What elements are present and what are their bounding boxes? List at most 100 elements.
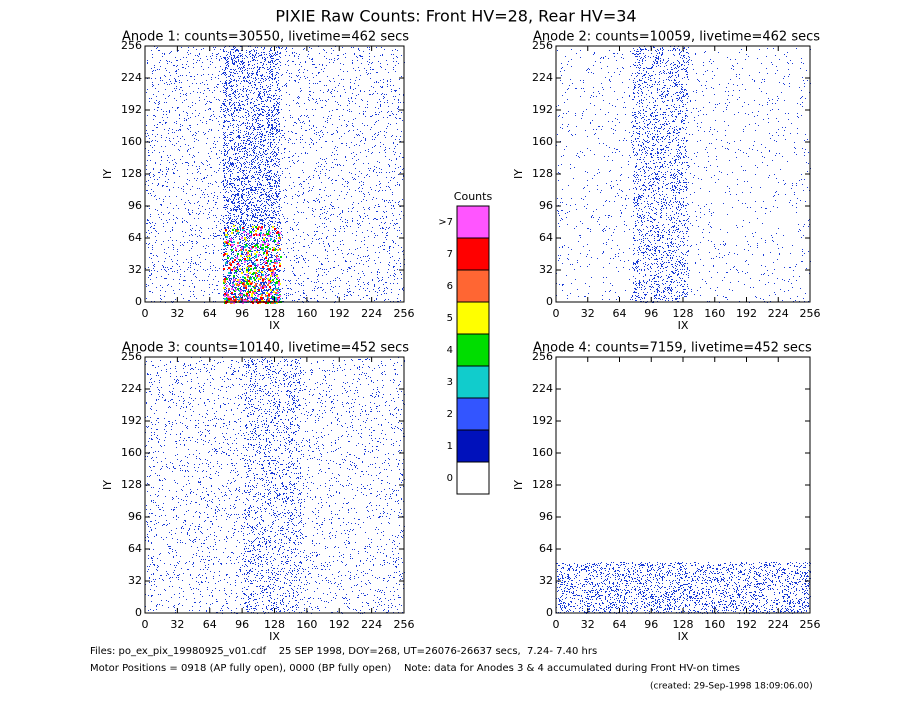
colorbar-label: 2	[447, 409, 453, 420]
x-axis-label: IX	[678, 319, 689, 332]
y-tick-label: 160	[121, 135, 142, 148]
x-tick-label: 192	[736, 618, 757, 631]
panel-title: Anode 4: counts=7159, livetime=452 secs	[533, 341, 812, 356]
colorbar-swatch	[456, 269, 490, 303]
x-tick-label: 192	[329, 307, 350, 320]
colorbar-label: 7	[447, 249, 453, 260]
footer-line: Files: po_ex_pix_19980925_v01.cdf 25 SEP…	[90, 646, 597, 657]
y-tick-label: 32	[539, 574, 553, 587]
y-tick-label: 224	[532, 71, 553, 84]
y-axis-label: IY	[512, 169, 525, 179]
y-tick-label: 128	[532, 167, 553, 180]
y-tick-label: 0	[546, 295, 553, 308]
y-tick-label: 192	[532, 103, 553, 116]
colorbar-label: 4	[447, 345, 453, 356]
x-tick-label: 96	[235, 307, 249, 320]
x-tick-label: 64	[203, 307, 217, 320]
colorbar-swatch	[456, 237, 490, 271]
y-tick-label: 32	[128, 574, 142, 587]
colorbar-label: 0	[447, 473, 453, 484]
y-tick-label: 192	[121, 414, 142, 427]
colorbar-swatch	[456, 365, 490, 399]
count-texture	[145, 46, 405, 303]
count-texture	[223, 226, 281, 304]
y-tick-label: 256	[532, 350, 553, 363]
y-tick-label: 64	[539, 542, 553, 555]
x-tick-label: 64	[203, 618, 217, 631]
colorbar-label: 3	[447, 377, 453, 388]
panel-title: Anode 3: counts=10140, livetime=452 secs	[122, 341, 409, 356]
x-tick-label: 0	[553, 307, 560, 320]
y-tick-label: 192	[121, 103, 142, 116]
x-tick-label: 64	[613, 307, 627, 320]
y-tick-label: 256	[121, 39, 142, 52]
count-texture	[145, 357, 405, 614]
x-tick-label: 160	[704, 618, 725, 631]
x-tick-label: 160	[296, 307, 317, 320]
colorbar-title: Counts	[454, 190, 493, 203]
y-tick-label: 32	[128, 263, 142, 276]
y-tick-label: 32	[539, 263, 553, 276]
y-tick-label: 160	[532, 135, 553, 148]
x-axis-label: IX	[269, 319, 280, 332]
x-tick-label: 256	[800, 307, 821, 320]
colorbar-label: 6	[447, 281, 453, 292]
y-tick-label: 64	[128, 542, 142, 555]
footer-line: (created: 29-Sep-1998 18:09:06.00)	[650, 682, 813, 692]
footer-line: Motor Positions = 0918 (AP fully open), …	[90, 663, 740, 674]
x-axis-label: IX	[678, 630, 689, 643]
panel-title: Anode 1: counts=30550, livetime=462 secs	[122, 30, 409, 45]
colorbar-label: 5	[447, 313, 453, 324]
colorbar-label: >7	[438, 217, 453, 228]
y-tick-label: 192	[532, 414, 553, 427]
y-tick-label: 0	[546, 606, 553, 619]
y-tick-label: 64	[128, 231, 142, 244]
y-tick-label: 256	[532, 39, 553, 52]
x-tick-label: 224	[768, 307, 789, 320]
x-axis-label: IX	[269, 630, 280, 643]
y-tick-label: 96	[128, 510, 142, 523]
x-tick-label: 0	[142, 307, 149, 320]
x-tick-label: 32	[170, 307, 184, 320]
x-tick-label: 256	[394, 307, 415, 320]
y-tick-label: 256	[121, 350, 142, 363]
colorbar-swatch	[456, 333, 490, 367]
x-tick-label: 256	[800, 618, 821, 631]
x-tick-label: 224	[361, 618, 382, 631]
main-title: PIXIE Raw Counts: Front HV=28, Rear HV=3…	[275, 7, 636, 26]
y-axis-label: IY	[512, 480, 525, 490]
x-tick-label: 32	[581, 618, 595, 631]
count-texture	[556, 562, 811, 614]
y-tick-label: 224	[121, 382, 142, 395]
colorbar-swatch	[456, 429, 490, 463]
count-texture	[224, 228, 281, 304]
y-tick-label: 160	[532, 446, 553, 459]
y-tick-label: 0	[135, 295, 142, 308]
x-tick-label: 128	[264, 307, 285, 320]
colorbar-swatch	[456, 461, 490, 495]
x-tick-label: 32	[581, 307, 595, 320]
x-tick-label: 96	[644, 618, 658, 631]
x-tick-label: 128	[264, 618, 285, 631]
x-tick-label: 0	[142, 618, 149, 631]
x-tick-label: 96	[235, 618, 249, 631]
colorbar-label: 1	[447, 441, 453, 452]
y-tick-label: 96	[128, 199, 142, 212]
x-tick-label: 160	[296, 618, 317, 631]
y-tick-label: 128	[121, 167, 142, 180]
count-texture	[224, 226, 281, 304]
y-tick-label: 128	[532, 478, 553, 491]
x-tick-label: 256	[394, 618, 415, 631]
colorbar-swatch	[456, 397, 490, 431]
x-tick-label: 192	[736, 307, 757, 320]
x-tick-label: 96	[644, 307, 658, 320]
y-tick-label: 96	[539, 199, 553, 212]
y-tick-label: 224	[532, 382, 553, 395]
y-tick-label: 64	[539, 231, 553, 244]
x-tick-label: 32	[170, 618, 184, 631]
y-tick-label: 160	[121, 446, 142, 459]
x-tick-label: 160	[704, 307, 725, 320]
x-tick-label: 128	[673, 618, 694, 631]
x-tick-label: 224	[361, 307, 382, 320]
